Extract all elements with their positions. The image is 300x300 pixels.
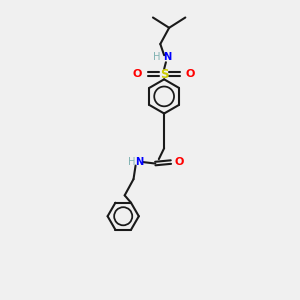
Text: H: H [153,52,160,62]
Text: O: O [175,157,184,167]
Text: O: O [186,69,195,79]
Text: S: S [160,68,168,80]
Text: H: H [128,157,136,167]
Text: N: N [163,52,171,62]
Text: N: N [135,157,143,167]
Text: O: O [133,69,142,79]
